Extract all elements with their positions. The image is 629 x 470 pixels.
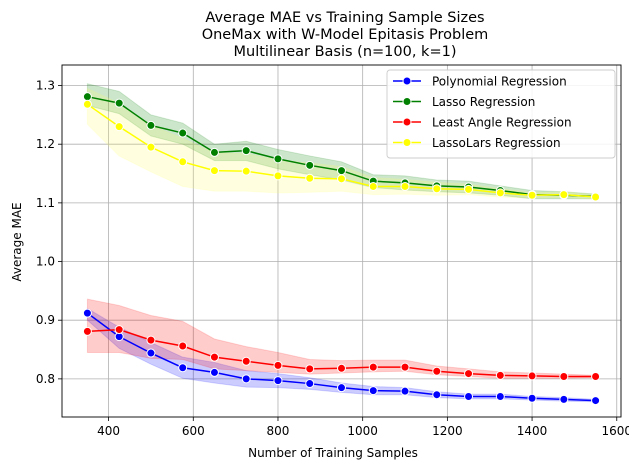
lassolars-regression-point (178, 157, 188, 167)
polynomial-regression-point (400, 386, 410, 396)
lassolars-regression-point (146, 142, 156, 152)
legend-box (386, 69, 616, 159)
chart-subtitle-line-1: OneMax with W-Model Epitasis Problem (202, 27, 489, 43)
least-angle-regression-point (305, 364, 315, 374)
polynomial-regression-point (464, 391, 474, 401)
least-angle-regression-point (527, 371, 537, 381)
least-angle-regression-point (82, 326, 92, 336)
polynomial-regression-point (368, 386, 378, 396)
polynomial-regression-point (495, 391, 505, 401)
least-angle-regression-point (368, 362, 378, 372)
least-angle-regression-point (495, 370, 505, 380)
polynomial-regression-point (591, 396, 601, 406)
lasso-regression-point (209, 147, 219, 157)
y-tick-label: 0.8 (36, 372, 55, 386)
polynomial-regression-legend-label: Polynomial Regression (432, 75, 567, 89)
least-angle-regression-point (400, 362, 410, 372)
lassolars-regression-point (559, 190, 569, 200)
least-angle-regression-point (591, 372, 601, 382)
lassolars-regression-point (527, 190, 537, 200)
least-angle-regression-legend-marker (402, 117, 412, 127)
x-tick-label: 1400 (517, 424, 548, 438)
least-angle-regression-point (273, 360, 283, 370)
lassolars-regression-point (337, 174, 346, 184)
least-angle-regression-point (337, 363, 346, 373)
least-angle-regression-point (146, 335, 156, 345)
lassolars-regression-point (273, 171, 283, 181)
lassolars-regression-legend-label: LassoLars Regression (432, 136, 561, 150)
plot-frame (61, 64, 622, 418)
lassolars-regression-point (241, 166, 251, 176)
x-tick-label: 1600 (601, 424, 629, 438)
y-tick-label: 1.3 (36, 79, 55, 93)
lassolars-regression-point (464, 184, 474, 194)
x-tick-label: 1000 (347, 424, 378, 438)
polynomial-regression-point (273, 376, 283, 386)
chart-title: Average MAE vs Training Sample Sizes (205, 10, 484, 26)
polynomial-regression-point (178, 363, 188, 373)
lasso-regression-legend-label: Lasso Regression (432, 95, 535, 109)
chart-subtitle-line-2: Multilinear Basis (n=100, k=1) (234, 44, 457, 60)
y-tick-label: 1.2 (36, 137, 55, 151)
polynomial-regression-point (209, 367, 219, 377)
least-angle-regression-point (559, 372, 569, 382)
lasso-regression-point (305, 160, 315, 170)
lassolars-regression-point (400, 181, 410, 191)
polynomial-regression-point (241, 374, 251, 384)
x-tick-label: 800 (267, 424, 290, 438)
lassolars-regression-point (432, 184, 442, 194)
least-angle-regression-point (241, 356, 251, 366)
polynomial-regression-point (559, 394, 569, 404)
x-axis-label: Number of Training Samples (248, 446, 418, 460)
lasso-regression-point (273, 154, 283, 164)
least-angle-regression-point (178, 341, 188, 351)
polynomial-regression-point (146, 348, 156, 358)
x-axis-ticks: 400 600 800 1000 1200 1400 1600 (97, 417, 629, 438)
lassolars-regression-point (591, 192, 601, 202)
lasso-regression-legend-marker (402, 97, 412, 106)
polynomial-regression-legend-marker (402, 76, 412, 86)
lasso-regression-point (178, 128, 188, 138)
least-angle-regression-legend-label: Least Angle Regression (432, 116, 572, 130)
x-tick-label: 600 (182, 424, 205, 438)
y-tick-label: 1.0 (36, 255, 55, 269)
lasso-regression-point (114, 98, 124, 108)
x-tick-label: 400 (97, 424, 120, 438)
lassolars-regression-point (82, 99, 92, 109)
lassolars-regression-point (368, 181, 378, 191)
legend: Polynomial Regression Lasso Regression Lea… (386, 69, 616, 159)
lassolars-regression-point (209, 166, 219, 176)
lassolars-regression-point (305, 173, 315, 183)
lasso-regression-point (241, 146, 251, 156)
y-axis-ticks: 0.8 0.9 1.0 1.1 1.2 1.3 (36, 79, 62, 386)
x-tick-label: 1200 (432, 424, 463, 438)
lassolars-regression-point (114, 122, 124, 132)
lasso-regression-point (337, 166, 346, 176)
lasso-regression-point (146, 120, 156, 130)
lassolars-regression-point (495, 188, 505, 198)
lassolars-regression-legend-marker (402, 138, 412, 147)
polynomial-regression-point (82, 308, 92, 318)
polynomial-regression-point (527, 393, 537, 403)
y-axis-label: Average MAE (10, 202, 24, 281)
polynomial-regression-point (305, 379, 315, 389)
polynomial-regression-point (337, 383, 346, 393)
polynomial-regression-point (432, 390, 442, 400)
least-angle-regression-point (114, 325, 124, 335)
y-tick-label: 0.9 (36, 313, 55, 327)
series-points (82, 92, 601, 406)
y-tick-label: 1.1 (36, 196, 55, 210)
least-angle-regression-point (209, 352, 219, 362)
least-angle-regression-point (432, 366, 442, 376)
least-angle-regression-point (464, 369, 474, 379)
lasso-regression-point (82, 92, 92, 102)
